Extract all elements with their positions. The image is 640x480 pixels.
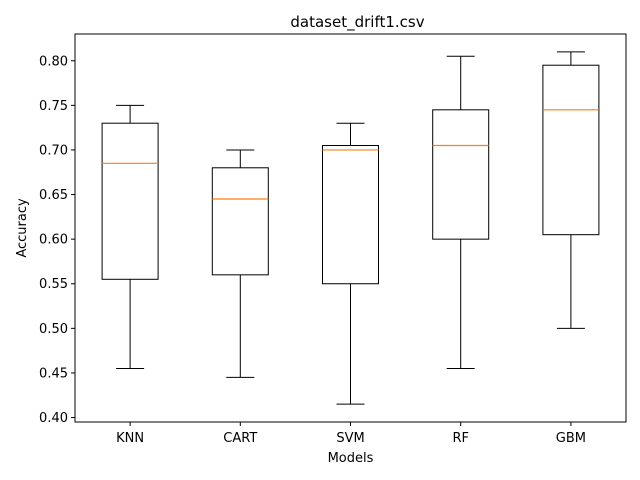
box-gbm — [542, 51, 600, 329]
y-tick-label: 0.60 — [39, 233, 68, 248]
box-rf — [432, 55, 490, 369]
iqr-box — [211, 167, 269, 276]
y-tick-label: 0.50 — [39, 322, 68, 337]
plot-frame — [74, 33, 627, 423]
y-tick-label: 0.65 — [39, 188, 68, 203]
box-cart — [211, 149, 269, 378]
boxes-layer — [101, 51, 600, 405]
y-tick-label: 0.40 — [39, 411, 68, 426]
y-axis-title: Accuracy — [15, 198, 30, 258]
box-svm — [322, 122, 379, 405]
box-knn — [101, 104, 159, 369]
iqr-box — [432, 109, 490, 240]
x-tick-label: KNN — [116, 431, 144, 446]
x-tick-label: SVM — [336, 431, 364, 446]
y-tick-label: 0.45 — [39, 366, 68, 381]
y-tick-label: 0.55 — [39, 277, 68, 292]
iqr-box — [101, 122, 159, 280]
y-tick-label: 0.75 — [39, 99, 68, 114]
x-axis-title: Models — [328, 451, 374, 466]
y-tick-label: 0.70 — [39, 143, 68, 158]
x-axis: KNN CART SVM RF GBM — [116, 422, 586, 446]
y-tick-label: 0.80 — [39, 54, 68, 69]
y-axis: 0.40 0.45 0.50 0.55 0.60 0.65 0.70 0.75 0.80 — [39, 54, 75, 426]
chart-title: dataset_drift1.csv — [290, 13, 424, 32]
x-tick-label: RF — [452, 431, 469, 446]
iqr-box — [322, 144, 379, 285]
iqr-box — [542, 64, 600, 236]
x-tick-label: GBM — [556, 431, 586, 446]
x-tick-label: CART — [223, 431, 257, 446]
